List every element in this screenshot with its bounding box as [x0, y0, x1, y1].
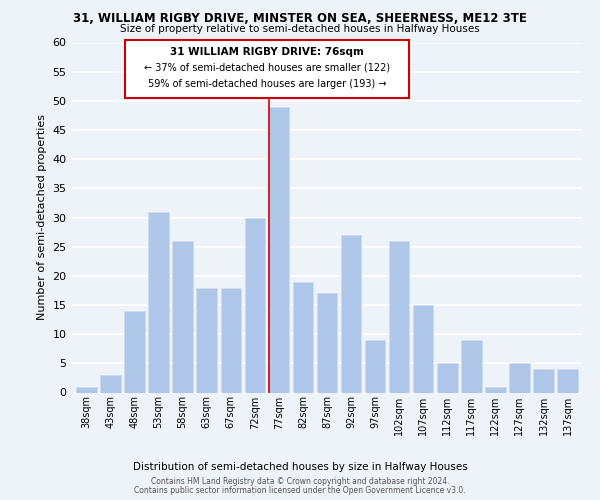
Bar — [533, 369, 554, 392]
Bar — [365, 340, 385, 392]
Y-axis label: Number of semi-detached properties: Number of semi-detached properties — [37, 114, 47, 320]
Bar — [125, 40, 409, 98]
Bar — [317, 294, 337, 392]
Bar — [341, 235, 361, 392]
Text: Size of property relative to semi-detached houses in Halfway Houses: Size of property relative to semi-detach… — [120, 24, 480, 34]
Bar — [172, 241, 193, 392]
Bar — [509, 364, 530, 392]
Text: Contains HM Land Registry data © Crown copyright and database right 2024.: Contains HM Land Registry data © Crown c… — [151, 477, 449, 486]
Text: Contains public sector information licensed under the Open Government Licence v3: Contains public sector information licen… — [134, 486, 466, 495]
Text: 31, WILLIAM RIGBY DRIVE, MINSTER ON SEA, SHEERNESS, ME12 3TE: 31, WILLIAM RIGBY DRIVE, MINSTER ON SEA,… — [73, 12, 527, 26]
Bar — [196, 288, 217, 393]
Bar — [293, 282, 313, 393]
Bar — [221, 288, 241, 393]
Bar — [389, 241, 409, 392]
Bar — [76, 386, 97, 392]
Bar — [485, 386, 506, 392]
Bar — [557, 369, 578, 392]
Bar — [437, 364, 458, 392]
Text: Distribution of semi-detached houses by size in Halfway Houses: Distribution of semi-detached houses by … — [133, 462, 467, 472]
Bar — [124, 311, 145, 392]
Bar — [413, 305, 433, 392]
Bar — [245, 218, 265, 392]
Bar — [269, 106, 289, 393]
Text: 59% of semi-detached houses are larger (193) →: 59% of semi-detached houses are larger (… — [148, 78, 386, 88]
Bar — [461, 340, 482, 392]
Bar — [148, 212, 169, 392]
Text: 31 WILLIAM RIGBY DRIVE: 76sqm: 31 WILLIAM RIGBY DRIVE: 76sqm — [170, 47, 364, 57]
Bar — [100, 375, 121, 392]
Text: ← 37% of semi-detached houses are smaller (122): ← 37% of semi-detached houses are smalle… — [144, 63, 390, 73]
